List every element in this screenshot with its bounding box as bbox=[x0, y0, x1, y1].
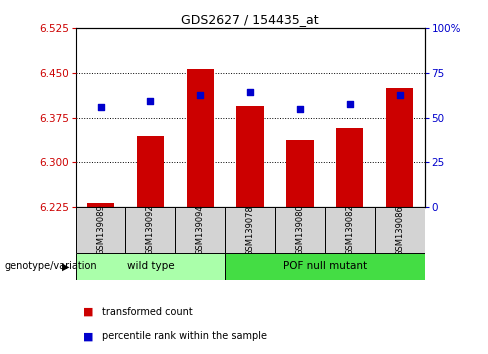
Text: percentile rank within the sample: percentile rank within the sample bbox=[102, 331, 267, 341]
Point bbox=[296, 106, 304, 112]
Text: ▶: ▶ bbox=[62, 261, 70, 272]
Point bbox=[396, 92, 404, 98]
Text: POF null mutant: POF null mutant bbox=[283, 261, 367, 272]
Bar bbox=[236, 106, 264, 207]
Bar bbox=[125, 207, 175, 253]
Point bbox=[346, 101, 354, 107]
Bar bbox=[137, 136, 164, 207]
Bar bbox=[186, 69, 214, 207]
Bar bbox=[87, 203, 114, 207]
Text: ■: ■ bbox=[82, 331, 93, 341]
Bar bbox=[225, 207, 275, 253]
Point bbox=[246, 89, 254, 95]
Text: genotype/variation: genotype/variation bbox=[5, 261, 98, 272]
Point bbox=[97, 104, 104, 110]
Title: GDS2627 / 154435_at: GDS2627 / 154435_at bbox=[181, 13, 319, 26]
Text: GSM139082: GSM139082 bbox=[346, 205, 354, 256]
Text: ■: ■ bbox=[82, 307, 93, 316]
Bar bbox=[76, 207, 125, 253]
Text: transformed count: transformed count bbox=[102, 307, 193, 316]
Text: GSM139094: GSM139094 bbox=[196, 205, 205, 256]
Point bbox=[146, 98, 154, 104]
Bar bbox=[225, 253, 425, 280]
Bar bbox=[275, 207, 325, 253]
Bar bbox=[336, 128, 364, 207]
Text: GSM139080: GSM139080 bbox=[295, 205, 305, 256]
Text: wild type: wild type bbox=[126, 261, 174, 272]
Text: GSM139092: GSM139092 bbox=[146, 205, 155, 256]
Text: GSM139089: GSM139089 bbox=[96, 205, 105, 256]
Bar bbox=[386, 88, 413, 207]
Text: GSM139078: GSM139078 bbox=[245, 205, 255, 256]
Bar bbox=[375, 207, 425, 253]
Text: GSM139086: GSM139086 bbox=[395, 205, 404, 256]
Bar bbox=[286, 140, 314, 207]
Point bbox=[196, 92, 204, 98]
Bar bbox=[325, 207, 375, 253]
Bar bbox=[76, 253, 225, 280]
Bar bbox=[175, 207, 225, 253]
